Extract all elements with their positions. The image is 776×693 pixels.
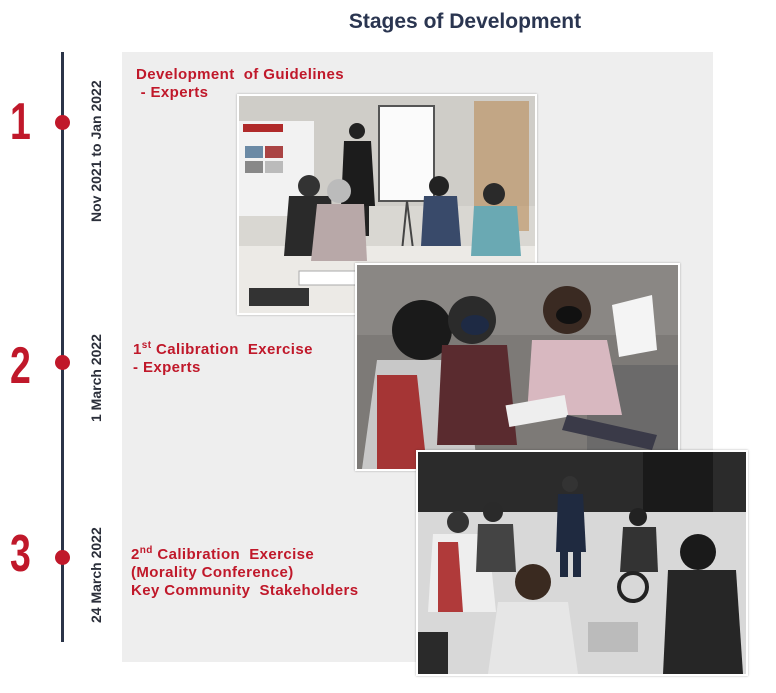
stage-3-number: 3 xyxy=(10,525,31,583)
stage-3-line1: 2nd Calibration Exercise xyxy=(131,546,359,564)
stage-1-line2: - Experts xyxy=(136,84,209,101)
stage-3-dot xyxy=(55,550,70,565)
stage-2-line1: 1st Calibration Exercise xyxy=(133,341,313,359)
stage-1-label: Development of Guidelines - Experts xyxy=(136,66,344,102)
stage-3-date: 24 March 2022 xyxy=(88,527,104,623)
stage-2-title: Calibration Exercise xyxy=(151,341,313,358)
stage-2-ordinal: 1 xyxy=(133,341,142,358)
stage-2-date: 1 March 2022 xyxy=(88,334,104,422)
stage-3-label: 2nd Calibration Exercise (Morality Confe… xyxy=(131,546,359,600)
stage-3-line2: (Morality Conference) xyxy=(131,564,294,581)
stage-1-number: 1 xyxy=(10,93,31,151)
stage-1-line1: Development of Guidelines xyxy=(136,66,344,83)
stage-2-dot xyxy=(55,355,70,370)
first-calibration-photo xyxy=(355,263,680,471)
stage-2-ordinal-suffix: st xyxy=(141,340,152,351)
stage-2-number: 2 xyxy=(10,337,31,395)
stage-2-label: 1st Calibration Exercise - Experts xyxy=(133,341,313,377)
stage-3-ordinal-suffix: nd xyxy=(139,545,153,556)
stage-1-date: Nov 2021 to Jan 2022 xyxy=(88,80,104,222)
stage-3-title: Calibration Exercise xyxy=(152,546,315,563)
stage-2-line2: - Experts xyxy=(133,359,201,376)
stage-3-ordinal: 2 xyxy=(131,546,140,563)
stage-1-dot xyxy=(55,115,70,130)
second-calibration-photo xyxy=(416,450,748,676)
timeline-line xyxy=(61,52,64,642)
page-title: Stages of Development xyxy=(348,10,582,33)
stage-3-line3: Key Community Stakeholders xyxy=(131,582,359,599)
